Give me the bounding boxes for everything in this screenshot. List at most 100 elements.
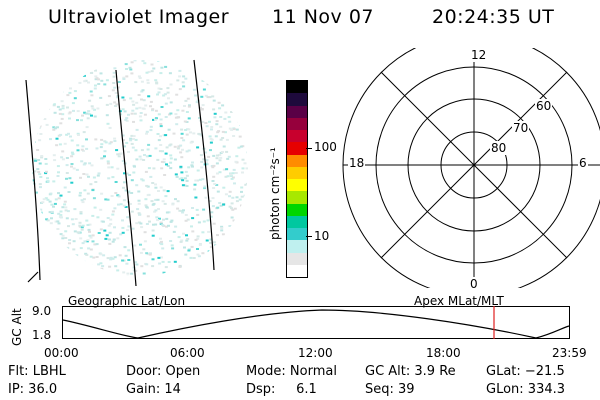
- uv-pixel: [93, 87, 97, 90]
- uv-pixel: [24, 156, 27, 158]
- uv-pixel: [169, 157, 173, 160]
- uv-pixel: [189, 256, 193, 259]
- uv-pixel: [184, 214, 188, 216]
- uv-pixel: [244, 259, 248, 262]
- uv-pixel: [219, 116, 223, 118]
- uv-pixel: [248, 192, 251, 194]
- uv-pixel: [95, 256, 99, 258]
- uv-pixel: [33, 258, 37, 261]
- uv-pixel: [169, 220, 173, 223]
- uv-pixel: [70, 263, 73, 266]
- uv-pixel: [134, 81, 138, 84]
- uv-pixel: [73, 90, 77, 93]
- uv-pixel: [253, 104, 256, 106]
- uv-pixel: [77, 53, 80, 55]
- uv-pixel: [44, 51, 47, 53]
- uv-pixel: [33, 141, 36, 143]
- uv-pixel: [105, 79, 109, 82]
- uv-pixel: [244, 225, 248, 228]
- uv-pixel: [47, 95, 51, 98]
- uv-pixel: [80, 119, 83, 122]
- uv-pixel: [205, 78, 209, 81]
- uv-pixel: [212, 164, 216, 167]
- uv-pixel: [223, 238, 227, 241]
- uv-pixel: [22, 172, 25, 174]
- uv-pixel: [246, 126, 248, 129]
- uv-pixel: [95, 243, 99, 246]
- uv-pixel: [86, 239, 90, 242]
- uv-pixel: [213, 116, 217, 119]
- uv-pixel: [237, 251, 240, 254]
- uv-pixel: [132, 120, 135, 123]
- timeline-frame: [62, 306, 570, 339]
- uv-pixel: [49, 71, 53, 74]
- uv-pixel: [111, 176, 115, 179]
- uv-pixel: [145, 155, 149, 158]
- uv-pixel: [107, 224, 111, 227]
- uv-pixel: [20, 127, 23, 129]
- uv-pixel: [106, 122, 110, 125]
- uv-pixel: [32, 51, 35, 53]
- uv-pixel: [97, 263, 101, 266]
- uv-pixel: [135, 101, 139, 104]
- uv-pixel: [181, 148, 184, 151]
- uv-pixel: [44, 197, 48, 200]
- uv-pixel: [144, 288, 147, 290]
- uv-pixel: [42, 65, 46, 68]
- uv-pixel: [135, 50, 138, 52]
- uv-pixel: [70, 151, 74, 154]
- uv-pixel: [211, 205, 215, 208]
- uv-pixel: [249, 167, 252, 169]
- uv-pixel: [252, 162, 255, 164]
- uv-pixel: [247, 200, 248, 203]
- uv-pixel: [89, 72, 93, 74]
- uv-pixel: [67, 112, 71, 115]
- uv-pixel: [130, 61, 134, 64]
- uv-pixel: [125, 68, 128, 70]
- uv-pixel: [135, 128, 139, 131]
- uv-pixel: [103, 271, 106, 274]
- uv-pixel: [148, 253, 152, 256]
- uv-pixel: [76, 132, 80, 135]
- uv-pixel: [127, 249, 131, 252]
- uv-pixel: [113, 86, 117, 89]
- uv-pixel: [33, 128, 36, 131]
- uv-pixel: [246, 92, 248, 95]
- uv-pixel: [223, 117, 227, 120]
- uv-pixel: [154, 183, 157, 186]
- colorbar-band: [287, 166, 307, 179]
- uv-pixel: [75, 70, 79, 73]
- uv-pixel: [103, 83, 107, 86]
- uv-pixel: [137, 212, 141, 215]
- uv-pixel: [221, 137, 225, 139]
- uv-pixel: [223, 264, 227, 266]
- uv-pixel: [91, 234, 95, 237]
- uv-pixel: [19, 164, 22, 166]
- uv-pixel: [46, 86, 50, 89]
- uv-pixel: [231, 176, 235, 179]
- uv-pixel: [62, 68, 65, 70]
- uv-pixel: [210, 126, 214, 128]
- uv-pixel: [169, 283, 172, 285]
- uv-pixel: [157, 87, 161, 90]
- colorbar-band: [287, 264, 307, 277]
- uv-pixel: [172, 54, 175, 56]
- uv-pixel: [228, 127, 232, 130]
- uv-pixel: [117, 155, 121, 158]
- uv-pixel: [63, 81, 67, 84]
- uv-pixel: [79, 211, 83, 214]
- uv-pixel: [244, 120, 248, 123]
- uv-pixel: [59, 122, 63, 125]
- uv-pixel: [96, 216, 100, 219]
- uv-pixel: [98, 52, 101, 54]
- uv-pixel: [169, 161, 173, 164]
- uv-pixel: [253, 144, 256, 146]
- uv-pixel: [209, 149, 212, 152]
- uv-pixel: [150, 277, 153, 279]
- uv-pixel: [54, 198, 58, 201]
- uv-pixel: [87, 247, 91, 250]
- uv-pixel: [230, 256, 234, 259]
- uv-pixel: [232, 128, 236, 131]
- uv-pixel: [55, 137, 59, 140]
- uv-pixel: [48, 233, 51, 236]
